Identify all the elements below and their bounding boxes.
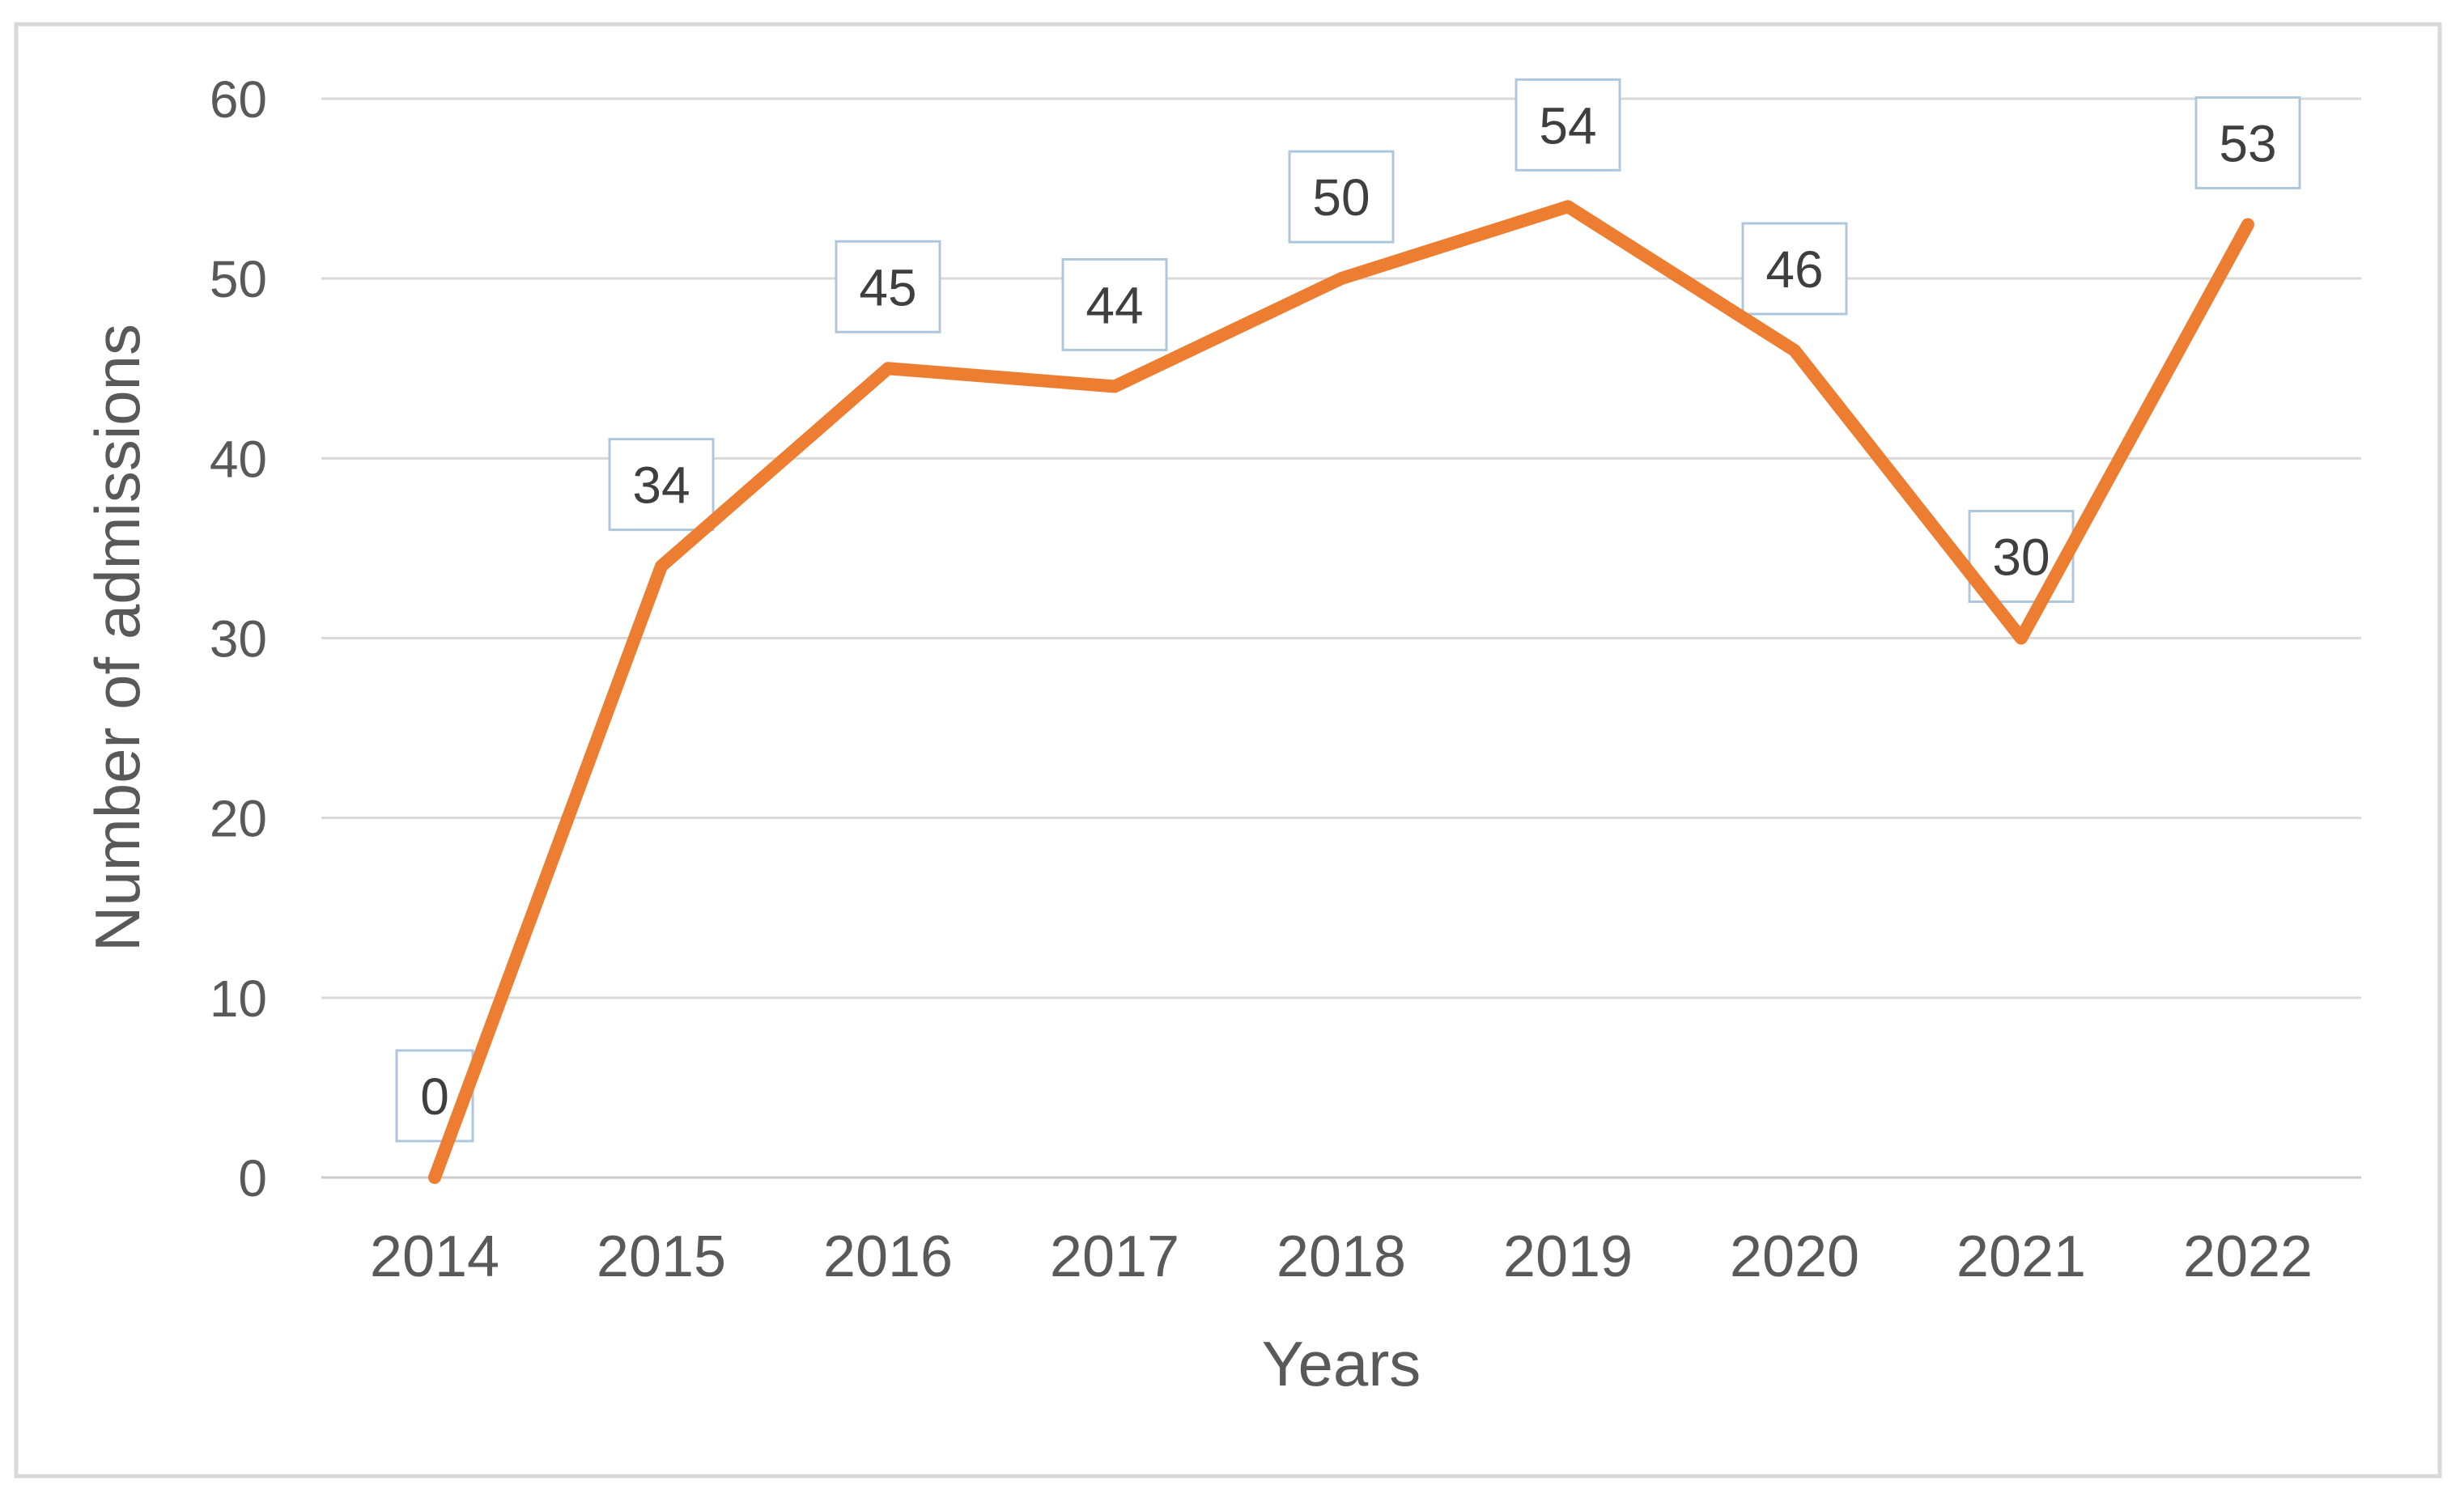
y-tick-label: 30 [210, 610, 267, 668]
x-tick-label: 2018 [1277, 1224, 1406, 1289]
y-tick-label: 50 [210, 250, 267, 308]
x-tick-label: 2022 [2183, 1224, 2313, 1289]
data-label-box [1515, 78, 1621, 172]
data-label-value: 46 [1765, 240, 1823, 299]
y-axis-title: Number of admissions [82, 324, 153, 952]
x-tick-label: 2016 [823, 1224, 953, 1289]
data-label-box [2194, 96, 2301, 190]
x-axis-tick-labels: 2014 2015 2016 2017 2018 2019 2020 2021 2022 [370, 1224, 2313, 1289]
data-label-value: 30 [1992, 528, 2050, 587]
data-label-value: 44 [1085, 276, 1143, 334]
admissions-series-line [428, 200, 2254, 1184]
data-label-box [608, 438, 715, 532]
x-axis-title: Years [1262, 1328, 1421, 1399]
x-tick-label: 2019 [1503, 1224, 1633, 1289]
data-label-value: 45 [859, 258, 916, 316]
y-tick-label: 0 [238, 1149, 267, 1207]
x-tick-label: 2014 [370, 1224, 499, 1289]
data-label-value: 54 [1539, 96, 1596, 155]
x-tick-label: 2020 [1730, 1224, 1859, 1289]
data-label-value: 53 [2219, 115, 2276, 173]
y-axis-tick-labels: 0 10 20 30 40 50 60 [210, 70, 267, 1207]
data-label-box [1061, 257, 1168, 351]
chart-area-border [14, 22, 2442, 1479]
y-tick-label: 40 [210, 430, 267, 488]
data-label-box [1288, 150, 1395, 244]
data-label-value: 50 [1312, 168, 1370, 227]
y-tick-label: 60 [210, 70, 267, 129]
y-tick-label: 20 [210, 790, 267, 848]
data-label-value: 0 [420, 1067, 449, 1126]
data-label-box [835, 240, 941, 333]
x-tick-label: 2015 [597, 1224, 726, 1289]
data-label-value: 34 [632, 456, 690, 515]
y-tick-label: 10 [210, 970, 267, 1028]
x-tick-label: 2017 [1050, 1224, 1179, 1289]
data-labels: 0 34 45 44 50 54 46 30 53 [395, 78, 2301, 1143]
data-label-box [1741, 222, 1848, 316]
x-tick-label: 2021 [1956, 1224, 2086, 1289]
